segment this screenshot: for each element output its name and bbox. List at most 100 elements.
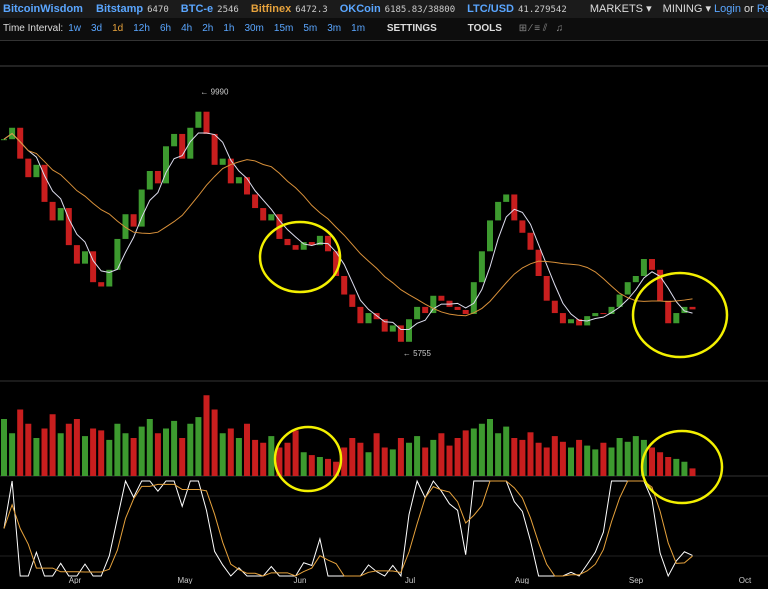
volume-bar — [179, 438, 186, 476]
volume-bar — [584, 445, 591, 476]
volume-bar — [122, 433, 129, 476]
interval[interactable]: 3m — [327, 23, 342, 34]
ticker-name[interactable]: BTC-e — [180, 3, 214, 15]
brand[interactable]: BitcoinWisdom — [3, 3, 83, 15]
candle — [252, 194, 259, 209]
candle — [187, 127, 194, 159]
login[interactable]: Login — [714, 3, 741, 15]
candle — [154, 171, 161, 184]
interval[interactable]: 1d — [112, 23, 124, 34]
candle — [657, 269, 664, 301]
candle — [568, 319, 574, 324]
volume-bar — [365, 452, 372, 476]
volume-bar — [349, 438, 356, 476]
ticker-name[interactable]: OKCoin — [339, 3, 381, 15]
ticker-price: 41.279542 — [517, 5, 567, 15]
volume-bar — [211, 409, 218, 476]
candle — [673, 313, 680, 324]
ticker-name[interactable]: Bitfinex — [250, 3, 292, 15]
stochastic — [3, 480, 693, 577]
candle — [681, 306, 688, 314]
candle — [503, 194, 510, 202]
candle — [179, 133, 186, 159]
volume-bar — [244, 423, 250, 476]
candle — [65, 208, 72, 246]
candle — [163, 146, 169, 184]
highlight — [631, 271, 729, 359]
volume-bar — [333, 461, 340, 476]
volume-bar — [527, 432, 534, 476]
volume-bar — [268, 436, 275, 476]
candle — [511, 194, 518, 221]
interval[interactable]: 1h — [223, 23, 235, 34]
volume-bar — [106, 439, 113, 476]
interval[interactable]: 1m — [351, 23, 366, 34]
candle — [365, 313, 372, 324]
menu[interactable]: MINING — [662, 3, 703, 15]
ticker-price: 2546 — [217, 5, 239, 15]
highlight — [273, 425, 343, 493]
candle — [57, 208, 64, 221]
month-label: Sep — [629, 576, 644, 584]
volume-bar — [478, 423, 485, 476]
interval[interactable]: 1w — [68, 23, 81, 34]
candle — [632, 276, 639, 283]
settings[interactable]: SETTINGS — [386, 23, 437, 34]
candle — [535, 249, 542, 276]
register[interactable]: Register — [756, 3, 768, 15]
candle — [219, 158, 226, 165]
volume-bar — [41, 428, 48, 476]
ticker-name[interactable]: Bitstamp — [96, 3, 144, 15]
volume-bar — [406, 442, 412, 476]
interval[interactable]: 6h — [159, 23, 172, 34]
volume-bar — [535, 442, 542, 476]
ticker-name[interactable]: LTC/USD — [467, 3, 514, 15]
month-label: Jul — [405, 576, 415, 584]
volume-bar — [576, 439, 583, 476]
volume-bar — [470, 428, 477, 476]
interval[interactable]: 30m — [244, 23, 264, 34]
candle — [1, 139, 7, 141]
interval[interactable]: 4h — [181, 23, 193, 34]
top-bar: BitcoinWisdom Bitstamp 6470 BTC-e 2546 Bitfi… — [0, 0, 768, 18]
interval[interactable]: 15m — [273, 23, 294, 34]
volume-bar — [17, 409, 24, 476]
volume-bar — [373, 433, 380, 476]
price-annotation: ← 9990 — [200, 87, 229, 96]
candle — [90, 251, 97, 283]
month-label: Aug — [515, 576, 529, 584]
interval[interactable]: 2h — [202, 23, 214, 34]
interval[interactable]: 12h — [133, 23, 150, 34]
candle — [616, 294, 623, 307]
candle — [235, 177, 242, 184]
tools[interactable]: TOOLS — [467, 23, 502, 34]
volume-bar — [389, 449, 396, 476]
volume-bar — [219, 433, 226, 476]
highlight — [258, 220, 342, 294]
volume-bar — [592, 449, 599, 476]
menu[interactable]: MARKETS — [589, 3, 644, 15]
toolbar: Time Interval: 1w 3d 1d 12h 6h 4h 2h 1h 30m 15m 5m 3… — [0, 18, 768, 41]
volume-bar — [114, 423, 121, 476]
volume-bar — [260, 442, 267, 476]
stochastic — [3, 479, 693, 578]
interval[interactable]: 3d — [91, 23, 103, 34]
volume-bar — [665, 457, 672, 476]
candle — [341, 276, 348, 295]
volume-bar — [82, 436, 88, 476]
month-label: Oct — [739, 576, 752, 584]
candle — [406, 319, 412, 342]
volume-bar — [422, 447, 429, 476]
interval[interactable]: 5m — [303, 23, 318, 34]
candle — [41, 164, 48, 202]
candle — [25, 158, 32, 178]
candle — [559, 313, 566, 324]
volume-bar — [138, 426, 145, 476]
volume-bar — [130, 438, 137, 476]
volume-bar — [430, 439, 437, 476]
candle — [114, 238, 121, 270]
volume-bar — [438, 433, 445, 476]
candle — [227, 158, 234, 184]
candle — [600, 313, 607, 315]
volume-bar — [146, 419, 153, 476]
